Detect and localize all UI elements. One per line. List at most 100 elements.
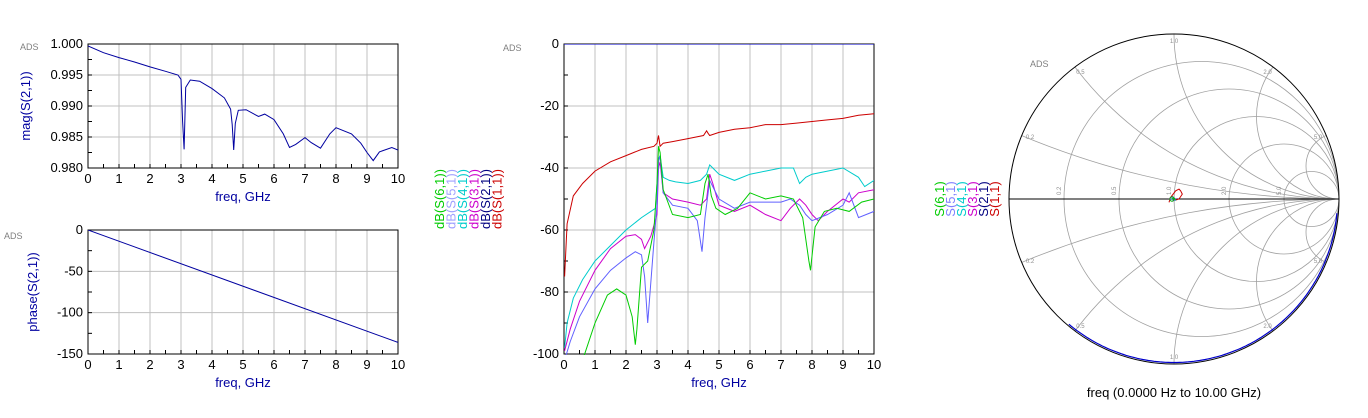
reactance-label-top: 1.0 bbox=[1170, 39, 1179, 45]
y-tick-label: 0.985 bbox=[50, 129, 83, 144]
legend-entry: dB(S(5,1)) bbox=[444, 169, 459, 229]
x-axis-label: freq, GHz bbox=[215, 375, 271, 390]
y-tick-label: -60 bbox=[540, 222, 559, 237]
x-tick-label: 9 bbox=[839, 357, 846, 372]
resistance-label: 1.0 bbox=[1167, 186, 1173, 195]
reactance-label-top: 0.5 bbox=[1076, 70, 1085, 76]
y-tick-label: -20 bbox=[540, 98, 559, 113]
reactance-arc-positive bbox=[1256, 34, 1339, 200]
phase-s21-plot: 0 1 2 3 4 5 6 7 8 9 10 0 -50 -100 -150 freq, GHz phase(S… bbox=[4, 222, 405, 390]
reactance-label-bottom: 1.0 bbox=[1170, 355, 1179, 361]
x-tick-label: 10 bbox=[391, 357, 405, 372]
y-tick-label: 0.995 bbox=[50, 67, 83, 82]
mag-s21-plot: 0 1 2 3 4 5 6 7 8 9 10 1.000 0.995 0.990 0.985 0.980 fre… bbox=[18, 36, 405, 204]
legend-entry: dB(S(4,1)) bbox=[455, 169, 470, 229]
reactance-label-bottom: 5.0 bbox=[1314, 259, 1323, 265]
reactance-label-top: 2.0 bbox=[1263, 70, 1272, 76]
y-tick-label: -100 bbox=[533, 346, 559, 361]
reactance-arc-negative bbox=[1305, 198, 1339, 266]
ads-watermark: ADS bbox=[20, 42, 39, 52]
legend-entry: dB(S(3,1)) bbox=[467, 169, 482, 229]
smith-trace-s-1-1- bbox=[1168, 188, 1183, 203]
x-axis-label: freq, GHz bbox=[215, 189, 271, 204]
y-tick-label: 0.990 bbox=[50, 98, 83, 113]
ads-watermark: ADS bbox=[4, 231, 23, 241]
y-tick-label: -80 bbox=[540, 284, 559, 299]
series-line-mag-s-2-1- bbox=[88, 45, 398, 162]
x-tick-label: 3 bbox=[177, 171, 184, 186]
series-line-phase-s-2-1- bbox=[88, 230, 398, 343]
legend-entry: dB(S(6,1)) bbox=[432, 169, 447, 229]
x-tick-label: 2 bbox=[146, 171, 153, 186]
series-line-db-s-3-1- bbox=[564, 161, 874, 352]
y-tick-label: -40 bbox=[540, 160, 559, 175]
smith-chart: 0.2 0.2 0.2 0.5 0.5 0.5 1.0 1.0 1.0 2.0 2.0 2.0 5.0 5… bbox=[932, 33, 1340, 400]
series-line-db-s-5-1- bbox=[565, 155, 874, 355]
resistance-label: 2.0 bbox=[1222, 186, 1228, 195]
x-tick-label: 1 bbox=[591, 357, 598, 372]
x-tick-label: 0 bbox=[84, 171, 91, 186]
x-tick-label: 2 bbox=[146, 357, 153, 372]
y-tick-label: -100 bbox=[57, 305, 83, 320]
y-tick-label: 0.980 bbox=[50, 160, 83, 175]
x-tick-label: 5 bbox=[239, 171, 246, 186]
smith-x-label: freq (0.0000 Hz to 10.00 GHz) bbox=[1087, 385, 1261, 400]
legend-entry: S(1,1) bbox=[987, 181, 1002, 216]
x-tick-label: 8 bbox=[332, 357, 339, 372]
ads-watermark: ADS bbox=[503, 43, 522, 53]
y-tick-label: 0 bbox=[76, 222, 83, 237]
reactance-arc-positive bbox=[1173, 34, 1339, 200]
y-axis-label: phase(S(2,1)) bbox=[25, 252, 40, 331]
x-tick-label: 0 bbox=[560, 357, 567, 372]
x-tick-label: 5 bbox=[239, 357, 246, 372]
x-tick-label: 9 bbox=[363, 357, 370, 372]
x-tick-label: 6 bbox=[746, 357, 753, 372]
x-tick-label: 7 bbox=[301, 171, 308, 186]
x-axis-label: freq, GHz bbox=[691, 375, 747, 390]
x-tick-label: 1 bbox=[115, 357, 122, 372]
x-tick-label: 9 bbox=[363, 171, 370, 186]
y-tick-label: 0 bbox=[552, 36, 559, 51]
reactance-label-bottom: 2.0 bbox=[1263, 324, 1272, 330]
reactance-label-top: 0.2 bbox=[1026, 135, 1035, 141]
x-tick-label: 7 bbox=[301, 357, 308, 372]
x-tick-label: 10 bbox=[391, 171, 405, 186]
x-tick-label: 8 bbox=[332, 171, 339, 186]
ads-watermark: ADS bbox=[1030, 59, 1049, 69]
x-tick-label: 3 bbox=[653, 357, 660, 372]
reactance-label-bottom: 0.2 bbox=[1026, 259, 1035, 265]
reactance-arc-positive bbox=[1009, 34, 1339, 200]
reactance-arc-positive bbox=[1305, 132, 1339, 200]
series-line-db-s-6-1- bbox=[583, 146, 874, 355]
smith-outer-circle bbox=[1008, 33, 1340, 365]
legend-entry: S(2,1) bbox=[976, 181, 991, 216]
legend-entry: S(5,1) bbox=[943, 181, 958, 216]
x-tick-label: 6 bbox=[270, 357, 277, 372]
resistance-label: 0.5 bbox=[1112, 186, 1118, 195]
reactance-label-bottom: 0.5 bbox=[1076, 324, 1085, 330]
y-axis-label: mag(S(2,1)) bbox=[18, 71, 33, 140]
x-tick-label: 8 bbox=[808, 357, 815, 372]
series-line-db-s-4-1- bbox=[564, 153, 874, 348]
x-tick-label: 6 bbox=[270, 171, 277, 186]
y-tick-label: -50 bbox=[64, 263, 83, 278]
center-marker bbox=[1169, 196, 1175, 202]
legend-entry: dB(S(1,1)) bbox=[490, 169, 505, 229]
reactance-label-top: 5.0 bbox=[1314, 135, 1323, 141]
x-tick-label: 10 bbox=[867, 357, 881, 372]
x-tick-label: 7 bbox=[777, 357, 784, 372]
legend-entry: S(6,1) bbox=[932, 181, 947, 216]
smith-trace-s-2-1- bbox=[1068, 213, 1338, 364]
x-tick-label: 5 bbox=[715, 357, 722, 372]
resistance-label: 5.0 bbox=[1277, 186, 1283, 195]
reactance-arc-negative bbox=[1256, 198, 1339, 364]
legend-entry: dB(S(2,1)) bbox=[478, 169, 493, 229]
series-line-db-s-1-1- bbox=[564, 113, 874, 277]
reactance-arc-positive bbox=[1009, 34, 1339, 200]
y-tick-label: -150 bbox=[57, 346, 83, 361]
db-s-params-plot: 0 1 2 3 4 5 6 7 8 9 10 0 -20 -40 -60 -80 -100 freq, GHz AD… bbox=[432, 36, 881, 390]
x-tick-label: 0 bbox=[84, 357, 91, 372]
resistance-label: 0.2 bbox=[1057, 186, 1063, 195]
legend-entry: S(3,1) bbox=[965, 181, 980, 216]
